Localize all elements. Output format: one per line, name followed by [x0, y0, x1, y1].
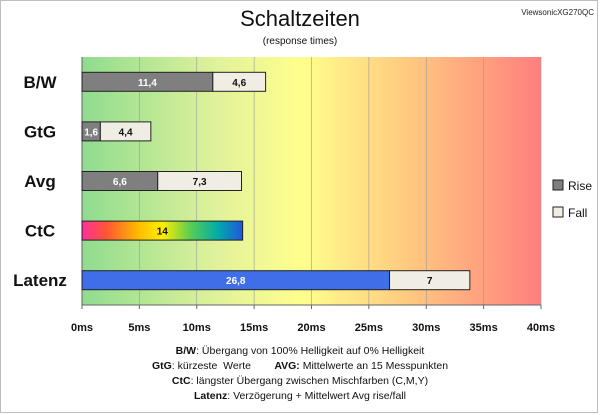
bar-fall [157, 171, 243, 191]
data-label-fall: 7,3 [193, 177, 207, 188]
legend: Rise Fall [552, 179, 592, 220]
monitor-model-label: ViewsonicXG270QC [521, 8, 594, 17]
note-latenz: Latenz: Verzögerung + Mittelwert Avg ris… [194, 390, 406, 402]
legend-swatch-fall [552, 206, 564, 218]
category-label: CtC [25, 222, 55, 241]
legend-label-fall: Fall [568, 206, 587, 220]
legend-swatch-rise [552, 179, 564, 191]
chart-title: Schaltzeiten [240, 6, 360, 31]
x-tick-label: 25ms [355, 322, 383, 334]
data-label-latenz: 26,8 [226, 276, 246, 287]
x-tick-label: 0ms [71, 322, 93, 334]
category-label: B/W [23, 73, 57, 92]
x-tick-labels: 0ms 5ms 10ms 15ms 20ms 25ms 30ms 35ms 40ms [71, 322, 555, 334]
data-label-fall: 7 [427, 276, 433, 287]
bar-ctc [81, 220, 244, 241]
chart-subtitle: (response times) [262, 36, 338, 47]
chart-notes: B/W: Übergang von 100% Helligkeit auf 0%… [0, 344, 600, 404]
data-label-rise: 6,6 [113, 177, 127, 188]
bar-fall [99, 121, 152, 142]
x-tick-label: 20ms [297, 322, 325, 334]
gridlines [81, 57, 542, 309]
category-labels: B/W GtG Avg CtC Latenz [13, 73, 67, 290]
x-tick-label: 10ms [183, 322, 211, 334]
legend-label-rise: Rise [568, 179, 592, 193]
x-tick-label: 40ms [527, 322, 555, 334]
category-label: GtG [24, 122, 56, 141]
category-label: Avg [24, 172, 56, 191]
bars: 11,4 4,6 1,6 4,4 6,6 7,3 14 26,8 7 [81, 71, 471, 291]
x-tick-label: 35ms [470, 322, 498, 334]
x-tick-label: 30ms [412, 322, 440, 334]
data-label-fall: 4,4 [119, 127, 133, 138]
note-bw: B/W: Übergang von 100% Helligkeit auf 0%… [175, 345, 425, 357]
data-label-rise: 11,4 [138, 78, 157, 89]
note-ctc: CtC: längster Übergang zwischen Mischfar… [171, 375, 429, 387]
x-tick-label: 15ms [240, 322, 268, 334]
bar-fall [389, 270, 471, 291]
note-gtg: GtG: kürzeste Werte AVG: Mittelwerte an … [151, 360, 449, 372]
data-label-ctc: 14 [157, 227, 169, 238]
category-label: Latenz [13, 271, 67, 290]
bar-fall [212, 71, 267, 92]
data-label-fall: 4,6 [232, 78, 246, 89]
x-tick-label: 5ms [128, 322, 150, 334]
data-label-rise: 1,6 [84, 127, 98, 138]
